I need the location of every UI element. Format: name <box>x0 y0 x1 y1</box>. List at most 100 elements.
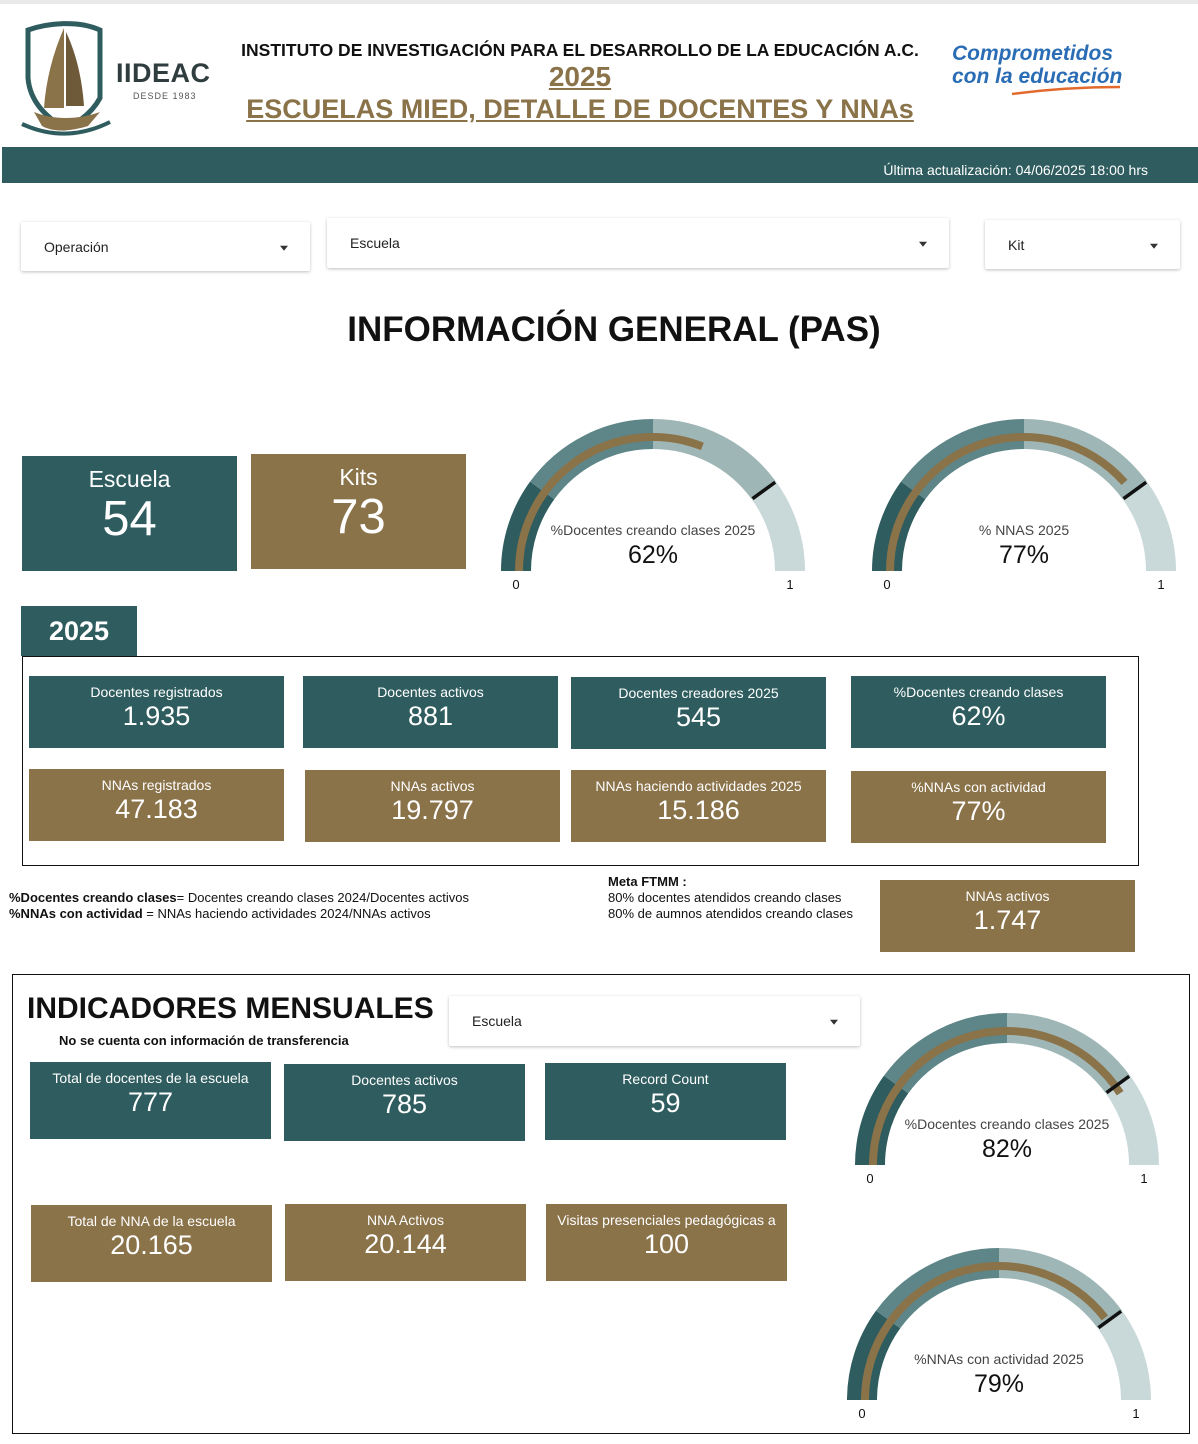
report-title: ESCUELAS MIED, DETALLE DE DOCENTES Y NNA… <box>246 94 914 124</box>
gauge-label: %Docentes creando clases 2025 <box>551 522 756 538</box>
meta-line: 80% de aumnos atendidos creando clases <box>608 906 853 921</box>
slogan-swoosh-icon <box>1011 85 1121 96</box>
definition-text: = Docentes creando clases 2024/Docentes … <box>176 890 469 905</box>
meta-line: 80% docentes atendidos creando clases <box>608 890 842 905</box>
gauge-band <box>876 1248 1000 1329</box>
metric-card: NNAs activos 19.797 <box>305 770 560 842</box>
top-border <box>0 0 1198 4</box>
gauge-min-label: 0 <box>858 1406 865 1421</box>
gauge-band <box>530 419 654 500</box>
kits-count-card: Kits 73 <box>251 454 466 569</box>
gauge-band <box>751 481 805 572</box>
card-value: 59 <box>650 1088 681 1118</box>
card-value: 62% <box>951 701 1006 731</box>
gauge-min-label: 0 <box>866 1171 873 1186</box>
metric-card: Docentes registrados 1.935 <box>29 676 284 748</box>
operacion-dropdown-label: Operación <box>44 238 109 255</box>
gauge-value: 82% <box>982 1135 1032 1163</box>
chevron-down-icon <box>280 245 288 251</box>
metric-card: Total de docentes de la escuela 777 <box>30 1062 271 1139</box>
card-label: NNAs registrados <box>101 777 212 793</box>
card-label: NNA Activos <box>366 1212 445 1228</box>
card-value: 1.747 <box>973 905 1042 935</box>
institute-name: INSTITUTO DE INVESTIGACIÓN PARA EL DESAR… <box>241 40 919 60</box>
metric-card: %NNAs con actividad 77% <box>851 771 1106 843</box>
gauge-value-arc <box>886 433 1128 572</box>
gauge-max-label: 1 <box>1157 577 1164 592</box>
monthly-frame <box>12 974 1190 1434</box>
escuela-dropdown[interactable]: Escuela <box>327 218 949 268</box>
general-info-title: INFORMACIÓN GENERAL (PAS) <box>347 310 881 349</box>
gauge-value: 79% <box>974 1370 1024 1398</box>
monthly-escuela-dropdown[interactable]: Escuela <box>449 996 860 1046</box>
gauge-label: %Docentes creando clases 2025 <box>905 1116 1110 1132</box>
gauge-band <box>652 419 776 500</box>
card-value: 73 <box>331 490 386 544</box>
kit-dropdown[interactable]: Kit <box>985 220 1180 269</box>
metric-card: Docentes activos 881 <box>303 676 558 748</box>
gauge-docentes-monthly: %Docentes creando clases 2025 82% 0 1 <box>855 1013 1159 1186</box>
card-label: Kits <box>339 464 378 490</box>
definitions-note: %Docentes creando clases= Docentes crean… <box>9 890 469 922</box>
card-label: NNAs haciendo actividades 2025 <box>595 778 802 794</box>
monthly-escuela-dropdown-label: Escuela <box>472 1013 522 1029</box>
logo-subtext: DESDE 1983 <box>133 91 197 101</box>
card-value: 20.144 <box>364 1229 447 1259</box>
gauge-band <box>901 419 1025 500</box>
gauge-nnas-2025: % NNAS 2025 77% 0 1 <box>872 419 1176 592</box>
card-label: NNAs activos <box>965 888 1050 904</box>
gauge-label: % NNAS 2025 <box>979 522 1069 538</box>
gauge-nnas-monthly: %NNAs con actividad 2025 79% 0 1 <box>847 1248 1151 1421</box>
card-value: 100 <box>643 1229 690 1259</box>
card-value: 545 <box>675 702 722 732</box>
card-value: 785 <box>381 1089 428 1119</box>
kit-dropdown-label: Kit <box>1008 236 1025 253</box>
card-label: Escuela <box>88 466 171 492</box>
gauge-max-label: 1 <box>786 577 793 592</box>
gauge-band <box>1097 1310 1151 1401</box>
metric-card: %Docentes creando clases 62% <box>851 676 1106 748</box>
gauge-max-label: 1 <box>1132 1406 1139 1421</box>
definition-text: = NNAs haciendo actividades 2024/NNAs ac… <box>142 906 431 921</box>
gauge-target-marker <box>751 480 777 501</box>
metric-card: Record Count 59 <box>545 1063 786 1140</box>
metric-card: NNA Activos 20.144 <box>285 1204 526 1281</box>
iideac-logo-icon <box>21 16 111 136</box>
gauge-band <box>1023 419 1147 500</box>
gauge-value-arc <box>861 1262 1109 1401</box>
escuela-dropdown-label: Escuela <box>350 235 400 251</box>
chevron-down-icon <box>830 1019 838 1025</box>
logo-text: IIDEAC <box>116 58 211 88</box>
gauge-docentes-2025: %Docentes creando clases 2025 62% 0 1 <box>501 419 805 592</box>
card-label: Docentes activos <box>377 684 484 700</box>
metric-card: NNAs registrados 47.183 <box>29 769 284 841</box>
operacion-dropdown[interactable]: Operación <box>21 222 310 271</box>
card-value: 54 <box>102 492 157 546</box>
update-bar <box>2 147 1198 183</box>
gauge-band <box>1122 481 1176 572</box>
card-label: %NNAs con actividad <box>911 779 1046 795</box>
gauge-target-marker <box>1097 1309 1123 1330</box>
chevron-down-icon <box>1150 243 1158 249</box>
gauge-value: 77% <box>999 541 1049 569</box>
year-tab: 2025 <box>21 606 137 656</box>
gauge-label: %NNAs con actividad 2025 <box>914 1351 1084 1367</box>
metric-card: Docentes creadores 2025 545 <box>571 677 826 749</box>
slogan: Comprometidos con la educación <box>952 42 1122 88</box>
escuela-count-card: Escuela 54 <box>22 456 237 571</box>
report-year: 2025 <box>548 61 612 92</box>
card-value: 19.797 <box>391 795 474 825</box>
card-value: 777 <box>127 1087 174 1117</box>
card-label: Record Count <box>622 1071 709 1087</box>
meta-title: Meta FTMM : <box>608 874 687 889</box>
gauge-band <box>1006 1013 1130 1094</box>
gauge-value: 62% <box>628 541 678 569</box>
card-value: 20.165 <box>110 1230 193 1260</box>
gauge-target-marker <box>1105 1074 1131 1095</box>
card-label: NNAs activos <box>390 778 475 794</box>
chevron-down-icon <box>919 241 927 247</box>
gauge-max-label: 1 <box>1140 1171 1147 1186</box>
card-value: 15.186 <box>657 795 740 825</box>
year-summary-frame <box>22 656 1139 866</box>
card-value: 47.183 <box>115 794 198 824</box>
